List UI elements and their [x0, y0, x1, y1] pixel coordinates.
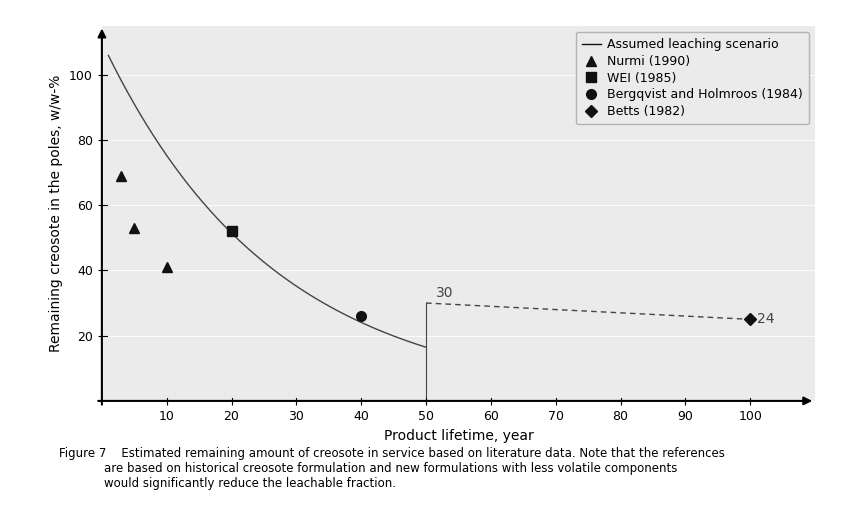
X-axis label: Product lifetime, year: Product lifetime, year [384, 429, 533, 443]
Legend: Assumed leaching scenario, Nurmi (1990), WEI (1985), Bergqvist and Holmroos (198: Assumed leaching scenario, Nurmi (1990),… [576, 32, 809, 124]
Text: 30: 30 [436, 286, 453, 300]
Y-axis label: Remaining creosote in the poles, w/w-%: Remaining creosote in the poles, w/w-% [49, 75, 64, 352]
Text: Figure 7    Estimated remaining amount of creosote in service based on literatur: Figure 7 Estimated remaining amount of c… [59, 447, 725, 490]
Text: 24: 24 [756, 313, 774, 326]
